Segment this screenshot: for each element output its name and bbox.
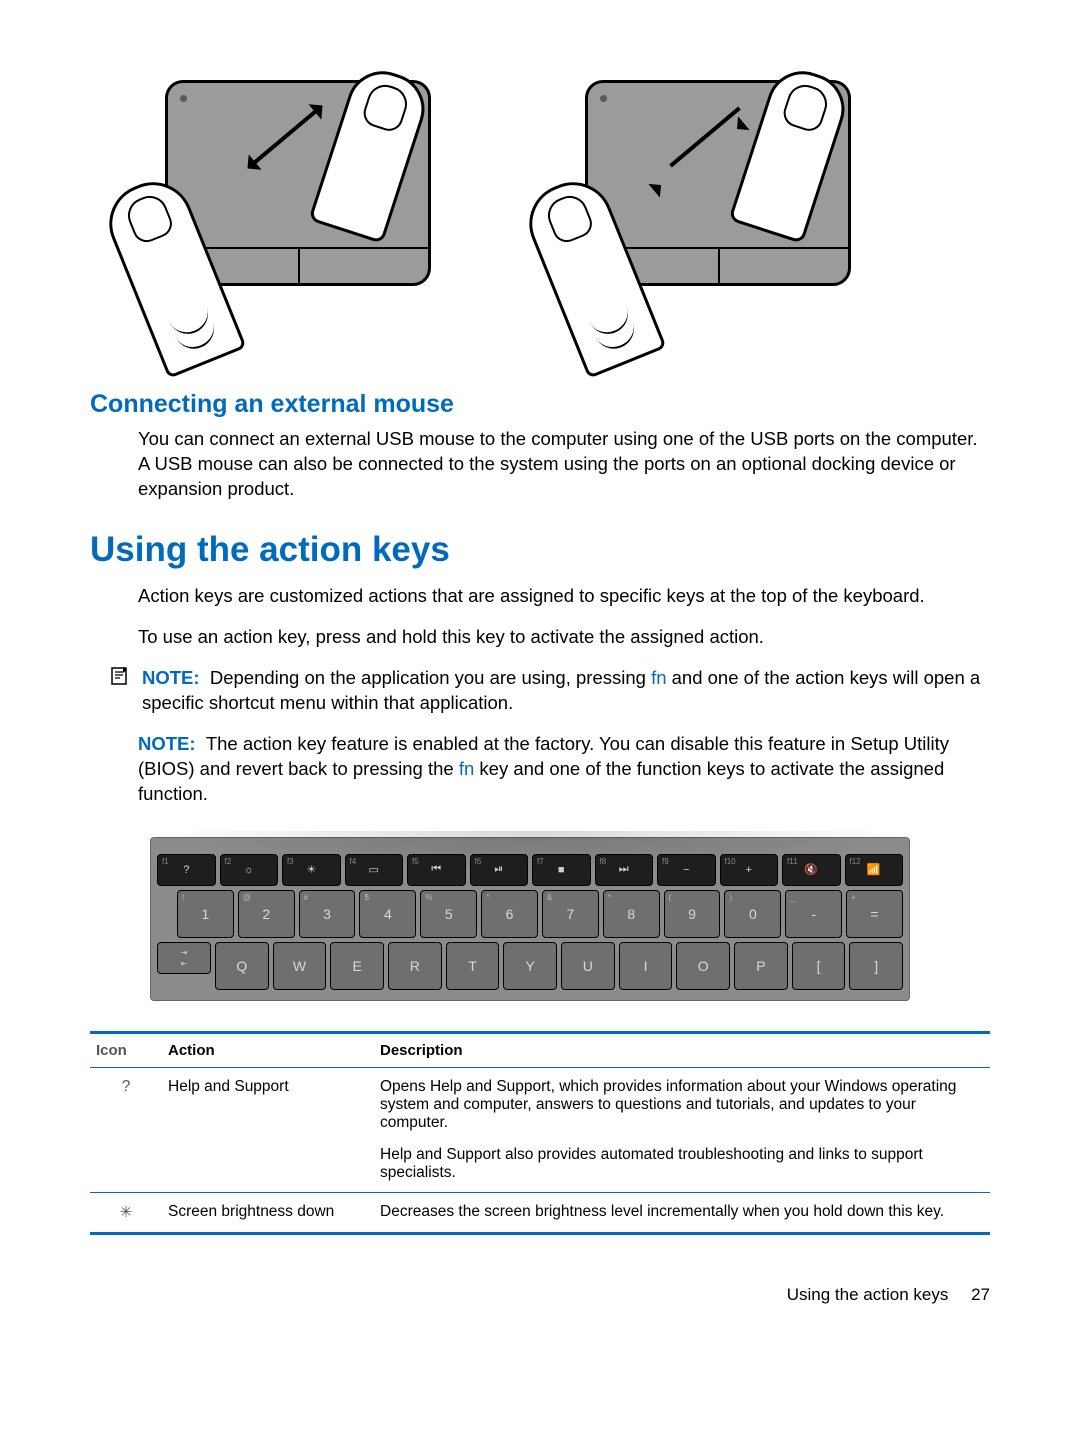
number-key: (9: [664, 890, 721, 938]
section-heading-external-mouse: Connecting an external mouse: [90, 390, 990, 419]
letter-key: I: [619, 942, 673, 990]
action-name: Help and Support: [162, 1067, 374, 1192]
fn-key-ref: fn: [459, 758, 474, 779]
col-header-description: Description: [374, 1032, 990, 1067]
function-key: f6⏯: [470, 854, 529, 886]
page-footer: Using the action keys 27: [90, 1285, 990, 1305]
number-key: _-: [785, 890, 842, 938]
number-key: ^6: [481, 890, 538, 938]
letter-key: U: [561, 942, 615, 990]
col-header-action: Action: [162, 1032, 374, 1067]
letter-key: O: [676, 942, 730, 990]
note-label: NOTE:: [138, 733, 196, 754]
function-key: f9−: [657, 854, 716, 886]
function-key: f10+: [720, 854, 779, 886]
help-icon: ?: [90, 1067, 162, 1192]
footer-text: Using the action keys: [787, 1285, 949, 1304]
letter-key: R: [388, 942, 442, 990]
function-key: f7■: [532, 854, 591, 886]
letter-key: T: [446, 942, 500, 990]
fn-key-ref: fn: [651, 667, 666, 688]
number-key: %5: [420, 890, 477, 938]
function-key: f5⏮: [407, 854, 466, 886]
letter-key: W: [273, 942, 327, 990]
pinch-in-illustration: [560, 80, 870, 350]
note-1: NOTE: Depending on the application you a…: [110, 666, 990, 716]
action-keys-p2: To use an action key, press and hold thi…: [138, 625, 990, 650]
number-key: *8: [603, 890, 660, 938]
note-icon: [110, 666, 132, 716]
pinch-out-illustration: [140, 80, 450, 350]
function-key: f1?: [157, 854, 216, 886]
letter-key: [: [792, 942, 846, 990]
number-key: +=: [846, 890, 903, 938]
action-description: Opens Help and Support, which provides i…: [374, 1067, 990, 1192]
function-key: f11🔇: [782, 854, 841, 886]
action-description: Decreases the screen brightness level in…: [374, 1192, 990, 1233]
function-key: f3☀: [282, 854, 341, 886]
function-key: f4▭: [345, 854, 404, 886]
function-key: f2☼: [220, 854, 279, 886]
table-row: ✳Screen brightness downDecreases the scr…: [90, 1192, 990, 1233]
letter-key: Y: [503, 942, 557, 990]
number-key: $4: [359, 890, 416, 938]
note-label: NOTE:: [142, 667, 200, 688]
page-number: 27: [971, 1285, 990, 1304]
letter-key: Q: [215, 942, 269, 990]
letter-key: ]: [849, 942, 903, 990]
number-key: #3: [299, 890, 356, 938]
number-key: @2: [238, 890, 295, 938]
action-name: Screen brightness down: [162, 1192, 374, 1233]
note-2: NOTE: The action key feature is enabled …: [138, 732, 990, 807]
external-mouse-body: You can connect an external USB mouse to…: [138, 427, 990, 502]
function-key: f8⏭: [595, 854, 654, 886]
action-keys-p1: Action keys are customized actions that …: [138, 584, 990, 609]
number-key: &7: [542, 890, 599, 938]
brightness-down-icon: ✳: [90, 1192, 162, 1233]
table-row: ?Help and SupportOpens Help and Support,…: [90, 1067, 990, 1192]
keyboard-illustration: f1?f2☼f3☀f4▭f5⏮f6⏯f7■f8⏭f9−f10+f11🔇f12📶 …: [150, 837, 910, 1001]
number-key: !1: [177, 890, 234, 938]
letter-key: P: [734, 942, 788, 990]
letter-key: E: [330, 942, 384, 990]
section-heading-action-keys: Using the action keys: [90, 530, 990, 570]
number-key: )0: [724, 890, 781, 938]
note1-text-a: Depending on the application you are usi…: [210, 667, 651, 688]
col-header-icon: Icon: [90, 1032, 162, 1067]
action-keys-table: Icon Action Description ?Help and Suppor…: [90, 1031, 990, 1235]
function-key: f12📶: [845, 854, 904, 886]
touchpad-illustrations: [140, 80, 990, 350]
tab-key: ⇥⇤: [157, 942, 211, 974]
